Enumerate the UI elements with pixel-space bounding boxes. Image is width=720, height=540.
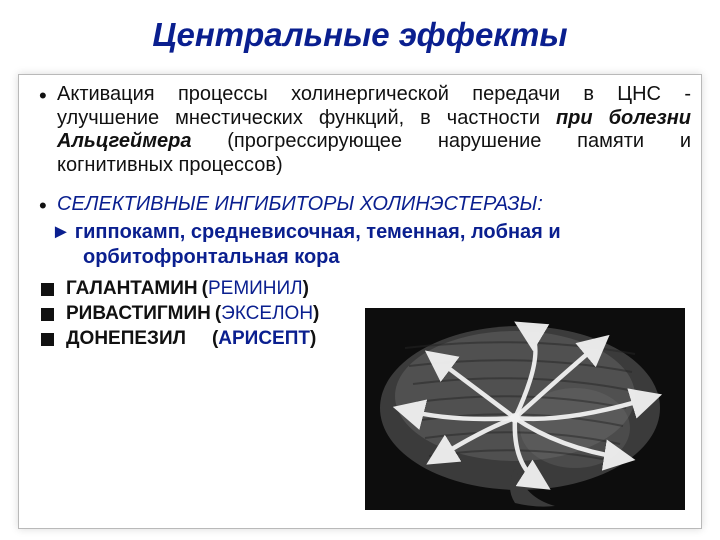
brain-diagram: [365, 308, 685, 510]
triangle-marker-icon: ►: [51, 221, 71, 243]
square-bullet-icon: [41, 308, 54, 321]
drug-item: ГАЛАНТАМИН (РЕМИНИЛ): [41, 278, 691, 300]
drug-generic: ДОНЕПЕЗИЛ: [66, 328, 186, 350]
drug-generic: РИВАСТИГМИН: [66, 303, 211, 325]
drug-brand: ЭКСЕЛОН: [221, 303, 313, 324]
drug-brand-wrap: (ЭКСЕЛОН): [215, 303, 320, 325]
square-bullet-icon: [41, 283, 54, 296]
bullet-regions-line2: орбитофронтальная кора: [51, 245, 691, 270]
bullet-activation: Активация процессы холинергической перед…: [29, 83, 691, 177]
drug-brand-wrap: (РЕМИНИЛ): [202, 278, 309, 300]
drug-generic: ГАЛАНТАМИН: [66, 278, 198, 300]
drug-brand: АРИСЕПТ: [218, 328, 310, 349]
bullet-regions: ►гиппокамп, средневисочная, теменная, ло…: [29, 220, 691, 270]
bullet-regions-line1: гиппокамп, средневисочная, теменная, лоб…: [75, 221, 561, 243]
square-bullet-icon: [41, 333, 54, 346]
drug-brand-wrap: (АРИСЕПТ): [212, 328, 316, 350]
drug-brand: РЕМИНИЛ: [208, 278, 303, 299]
content-frame: Активация процессы холинергической перед…: [18, 74, 702, 529]
page-title: Центральные эффекты: [18, 16, 702, 54]
slide: Центральные эффекты Активация процессы х…: [0, 0, 720, 540]
bullet-inhibitors: СЕЛЕКТИВНЫЕ ИНГИБИТОРЫ ХОЛИНЭСТЕРАЗЫ:: [29, 193, 691, 216]
